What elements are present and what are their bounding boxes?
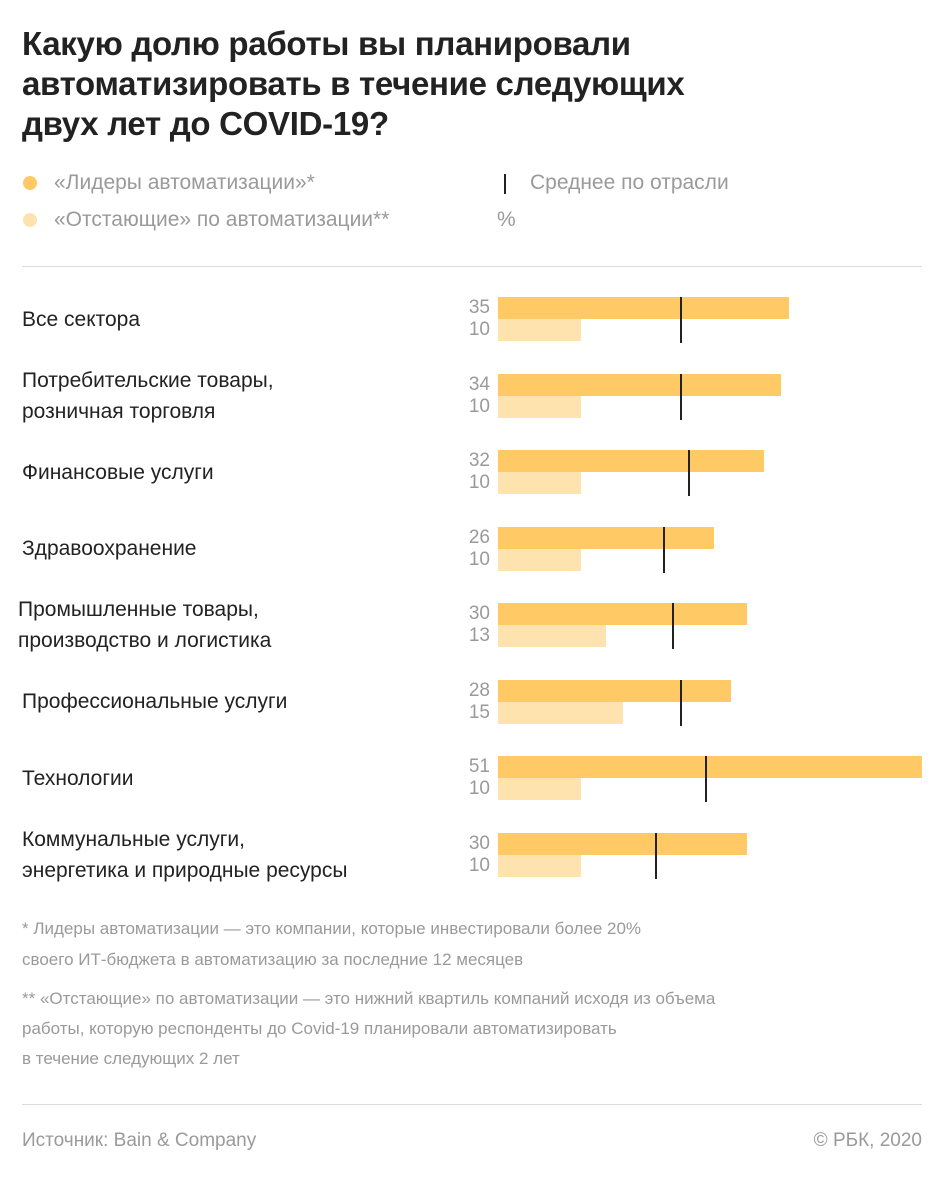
category-label-line: Профессиональные услуги	[22, 690, 288, 713]
value-label-leaders: 51	[468, 756, 490, 777]
bar-leaders	[498, 373, 781, 396]
bar-laggards	[498, 319, 581, 341]
value-label-leaders: 35	[468, 297, 490, 318]
value-label-laggards: 10	[468, 778, 490, 799]
industry-average-tick	[680, 297, 682, 343]
source-label: Источник: Bain & Company	[22, 1130, 257, 1151]
bar-leaders	[498, 297, 789, 319]
value-label-laggards: 10	[468, 854, 490, 876]
top-divider	[22, 266, 922, 267]
value-label-laggards: 10	[468, 319, 490, 340]
value-label-laggards: 13	[468, 625, 490, 646]
value-label-laggards: 10	[468, 395, 490, 417]
chart-title: Какую долю работы вы планировали автомат…	[22, 24, 922, 144]
bar-laggards	[498, 625, 606, 647]
industry-average-tick	[680, 679, 682, 726]
legend-laggards-swatch	[23, 213, 37, 227]
value-label-laggards: 10	[468, 472, 490, 493]
category-label-line: Потребительские товары,	[22, 368, 274, 392]
title-line: двух лет до COVID-19?	[22, 105, 389, 142]
bar-laggards	[498, 778, 581, 800]
value-label-leaders: 34	[468, 373, 490, 395]
bar-leaders	[498, 526, 714, 549]
category-label-line: Здравоохранение	[22, 537, 197, 560]
category-label: Финансовые услуги	[22, 457, 214, 488]
bar-leaders	[498, 450, 764, 472]
footnote-line: работы, которую респонденты до Covid-19 …	[22, 1019, 617, 1038]
value-label-leaders: 32	[468, 450, 490, 471]
category-label-line: энергетика и природные ресурсы	[22, 858, 348, 882]
category-label: Промышленные товары, производство и логис…	[18, 594, 271, 656]
category-label-line: производство и логистика	[18, 629, 272, 652]
bar-laggards	[498, 701, 623, 724]
footnote-line: своего ИТ-бюджета в автоматизацию за пос…	[22, 950, 524, 969]
category-label-line: Коммунальные услуги,	[22, 827, 245, 851]
title-line: Какую долю работы вы планировали	[22, 25, 631, 62]
value-label-laggards: 10	[468, 548, 490, 570]
category-label-line: Технологии	[22, 766, 134, 790]
footnote-line: в течение следующих 2 лет	[22, 1049, 240, 1068]
bar-leaders	[498, 756, 922, 778]
industry-average-tick	[680, 373, 682, 420]
bar-leaders	[498, 603, 747, 625]
legend-average-label: Среднее по отрасли	[530, 171, 729, 194]
legend-leaders-swatch	[23, 176, 37, 190]
value-label-leaders: 30	[468, 603, 490, 624]
category-label: Профессиональные услуги	[22, 686, 287, 717]
category-label: Все сектора	[22, 304, 140, 335]
value-label-leaders: 30	[468, 832, 490, 854]
category-label-line: Финансовые услуги	[22, 460, 214, 484]
category-label-line: Промышленные товары,	[18, 598, 259, 621]
bar-laggards	[498, 548, 581, 571]
value-label-laggards: 15	[468, 701, 490, 723]
title-line: автоматизировать в течение следующих	[22, 65, 685, 102]
bar-laggards	[498, 854, 581, 877]
industry-average-tick	[663, 526, 665, 573]
category-label: Коммунальные услуги, энергетика и природн…	[22, 824, 347, 886]
bar-leaders	[498, 679, 731, 702]
footnote-line: * Лидеры автоматизации — это компании, к…	[22, 919, 642, 938]
bar-leaders	[498, 832, 747, 855]
bar-laggards	[498, 472, 581, 494]
category-label-line: розничная торговля	[22, 399, 216, 423]
footnote-line: ** «Отстающие» по автоматизации — это ни…	[22, 989, 716, 1008]
legend-laggards-label: «Отстающие» по автоматизации**	[54, 208, 390, 231]
legend-leaders-label: «Лидеры автоматизации»*	[54, 171, 315, 194]
bottom-divider	[22, 1104, 922, 1105]
industry-average-tick	[688, 450, 690, 496]
category-label: Технологии	[22, 763, 133, 794]
category-label: Здравоохранение	[22, 533, 196, 564]
bar-laggards	[498, 395, 581, 418]
category-label-line: Все сектора	[22, 307, 141, 331]
copyright-label: © РБК, 2020	[813, 1130, 922, 1151]
industry-average-tick	[655, 832, 657, 879]
legend-unit-label: %	[497, 208, 516, 231]
industry-average-tick	[672, 603, 674, 649]
value-label-leaders: 28	[468, 679, 490, 701]
industry-average-tick	[705, 756, 707, 802]
legend-average-tick	[504, 174, 506, 194]
category-label: Потребительские товары, розничная торговл…	[22, 365, 274, 427]
value-label-leaders: 26	[468, 526, 490, 548]
